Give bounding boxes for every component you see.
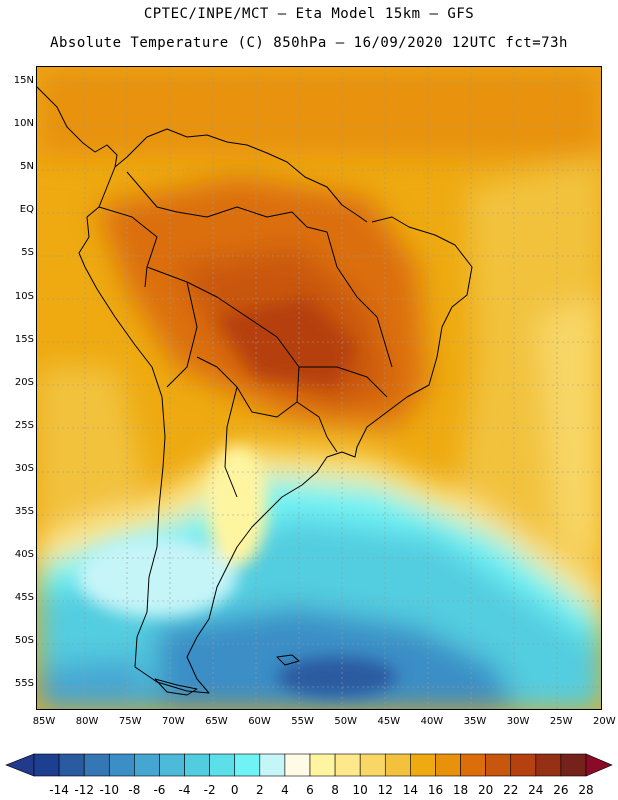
colorbar-swatch bbox=[284, 753, 311, 777]
field-pale-west bbox=[77, 537, 237, 617]
latitude-label: 50S bbox=[14, 635, 34, 647]
colorbar-tick-label: -2 bbox=[203, 783, 216, 797]
colorbar-tick-label: 28 bbox=[578, 783, 594, 797]
colorbar-lower-triangle bbox=[5, 753, 35, 777]
field-colder-west bbox=[37, 657, 157, 709]
longitude-label: 30W bbox=[506, 716, 530, 727]
tierra-del-fuego bbox=[154, 678, 198, 696]
longitude-label: 80W bbox=[75, 716, 99, 727]
latitude-label: 5N bbox=[20, 161, 34, 173]
colorbar-swatch bbox=[259, 753, 286, 777]
colorbar-tick-label: 18 bbox=[452, 783, 469, 797]
colorbar-tick-label: 24 bbox=[528, 783, 544, 797]
latitude-label: 15N bbox=[13, 75, 34, 86]
field-far-east bbox=[537, 297, 601, 566]
colorbar-tick-label: 8 bbox=[331, 783, 339, 797]
colorbar-swatch bbox=[159, 753, 185, 777]
colorbar-tick-label: 16 bbox=[427, 783, 444, 797]
chart-title-line2: Absolute Temperature (C) 850hPa — 16/09/… bbox=[50, 35, 568, 51]
colorbar-swatch bbox=[309, 753, 336, 777]
colorbar-swatch bbox=[460, 753, 486, 777]
central-america-coast bbox=[37, 86, 118, 168]
longitude-label: 60W bbox=[248, 716, 271, 727]
latitude-label: 30S bbox=[14, 462, 34, 474]
south-america-coast bbox=[78, 166, 473, 694]
longitude-label: 65W bbox=[205, 716, 228, 727]
colorbar-swatch bbox=[234, 753, 261, 777]
colorbar-swatch bbox=[108, 753, 135, 777]
colorbar-swatch bbox=[83, 753, 110, 777]
latitude-label: 55S bbox=[14, 678, 34, 690]
colorbar-swatch bbox=[134, 753, 160, 777]
field-west-ocean bbox=[37, 367, 147, 527]
longitude-label: 85W bbox=[32, 716, 56, 727]
colorbar-tick-label: 14 bbox=[402, 783, 418, 797]
chart-title-line1: CPTEC/INPE/MCT — Eta Model 15km — GFS bbox=[143, 6, 475, 22]
colorbar-swatch bbox=[410, 753, 436, 777]
longitude-label: 45W bbox=[377, 716, 401, 727]
caribbean-coast bbox=[114, 128, 368, 223]
longitude-label: 75W bbox=[118, 716, 142, 727]
field-deep-cold bbox=[277, 657, 397, 697]
longitude-label: 35W bbox=[463, 716, 487, 727]
colorbar-tick-label: 4 bbox=[281, 783, 289, 797]
colorbar-swatch bbox=[510, 753, 537, 777]
latitude-label: 15S bbox=[14, 333, 34, 345]
latitude-label: 35S bbox=[14, 506, 34, 517]
colorbar-tick-label: 26 bbox=[553, 783, 569, 797]
colorbar-swatch bbox=[334, 753, 361, 777]
colorbar-tick-label: 10 bbox=[352, 783, 368, 797]
latitude-label: 45S bbox=[14, 592, 34, 604]
colorbar-tick-label: -12 bbox=[74, 783, 94, 797]
colorbar-swatch bbox=[209, 753, 236, 777]
colorbar-tick-label: 12 bbox=[377, 783, 393, 797]
coastlines bbox=[37, 86, 473, 696]
colorbar-tick-label: -8 bbox=[128, 783, 141, 797]
colorbar-tick-label: -10 bbox=[99, 783, 120, 797]
colorbar-swatch bbox=[384, 753, 411, 777]
colorbar-tick-label: 22 bbox=[503, 783, 519, 797]
temperature-map[interactable] bbox=[36, 66, 602, 710]
longitude-label: 25W bbox=[549, 716, 573, 727]
colorbar-tick-label: 6 bbox=[306, 783, 314, 797]
latitude-label: 25S bbox=[14, 419, 34, 431]
colorbar bbox=[5, 753, 613, 777]
colorbar-upper-triangle bbox=[585, 753, 613, 777]
latitude-label: 20S bbox=[14, 376, 34, 388]
colorbar-swatch bbox=[535, 753, 562, 777]
country-borders bbox=[98, 171, 393, 498]
falklands bbox=[276, 654, 300, 666]
colorbar-swatch bbox=[485, 753, 512, 777]
colorbar-tick-label: -4 bbox=[178, 783, 191, 797]
latitude-label: 40S bbox=[14, 549, 34, 561]
longitude-label: 50W bbox=[334, 716, 357, 727]
colorbar-swatch bbox=[33, 753, 60, 777]
colorbar-swatch bbox=[184, 753, 210, 777]
colorbar-tick-label: 2 bbox=[255, 783, 264, 797]
field-andes-pale bbox=[207, 447, 267, 567]
colorbar-swatch bbox=[58, 753, 85, 777]
colorbar-tick-label: -6 bbox=[153, 783, 166, 797]
longitude-label: 55W bbox=[291, 716, 314, 727]
latitude-label: 5S bbox=[21, 247, 34, 259]
longitude-label: 40W bbox=[420, 716, 444, 727]
latitude-label: 10N bbox=[13, 118, 34, 130]
longitude-label: 20W bbox=[592, 716, 616, 727]
map-canvas bbox=[37, 67, 601, 709]
colorbar-tick-label: 20 bbox=[477, 783, 494, 797]
field-upper-band bbox=[37, 67, 601, 157]
latitude-label: 10S bbox=[14, 290, 34, 302]
longitude-label: 70W bbox=[161, 716, 185, 727]
graticule bbox=[37, 67, 601, 709]
colorbar-swatch bbox=[359, 753, 386, 777]
colorbar-swatch bbox=[560, 753, 587, 777]
colorbar-swatch bbox=[435, 753, 461, 777]
colorbar-tick-label: -14 bbox=[49, 783, 69, 797]
latitude-label: EQ bbox=[19, 204, 34, 216]
colorbar-tick-label: 0 bbox=[230, 783, 239, 797]
